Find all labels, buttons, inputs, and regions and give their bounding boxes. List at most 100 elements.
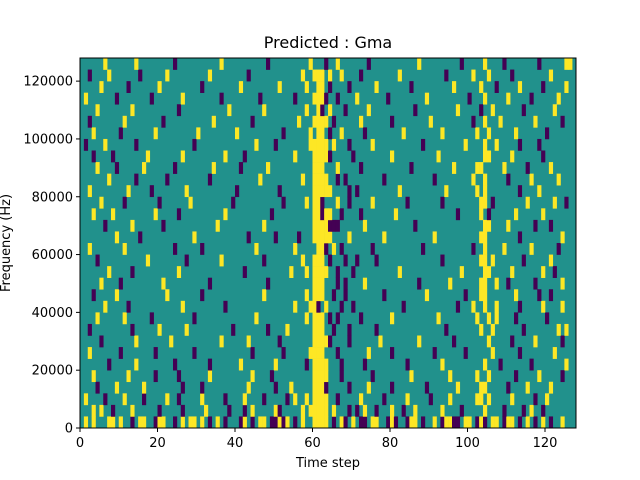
heatmap-cell: [103, 219, 108, 232]
heatmap-cell: [545, 127, 550, 140]
heatmap-cell: [421, 243, 426, 255]
heatmap-cell: [293, 150, 298, 163]
heatmap-cell: [111, 150, 116, 163]
heatmap-cell: [316, 381, 321, 394]
heatmap-cell: [541, 416, 546, 429]
heatmap-cell: [99, 81, 104, 93]
heatmap-cell: [486, 370, 492, 383]
heatmap-cell: [452, 81, 457, 93]
heatmap-cell: [463, 347, 468, 359]
heatmap-cell: [300, 69, 306, 82]
heatmap-cell: [529, 92, 534, 105]
heatmap-cell: [452, 416, 457, 429]
heatmap-cell: [262, 104, 267, 117]
heatmap-cell: [192, 231, 197, 244]
heatmap-cell: [475, 162, 480, 174]
heatmap-cell: [165, 393, 170, 406]
heatmap-cell: [235, 127, 240, 140]
x-tick-label: 20: [149, 436, 166, 451]
heatmap-cell: [312, 208, 317, 221]
heatmap-cell: [145, 150, 151, 163]
heatmap-cell: [118, 416, 123, 429]
heatmap-cell: [324, 370, 329, 383]
heatmap-cell: [514, 289, 519, 302]
heatmap-cell: [339, 69, 344, 82]
heatmap-cell: [316, 104, 321, 117]
heatmap-cell: [304, 104, 309, 117]
heatmap-cell: [320, 416, 325, 429]
heatmap-cell: [316, 127, 321, 140]
heatmap-cell: [374, 404, 379, 417]
heatmap-cell: [413, 219, 418, 232]
heatmap-cell: [328, 254, 333, 267]
heatmap-cell: [483, 138, 488, 151]
heatmap-cell: [490, 347, 495, 359]
heatmap-cell: [293, 243, 298, 255]
heatmap-cell: [548, 219, 554, 232]
heatmap-cell: [266, 58, 271, 70]
heatmap-cell: [366, 381, 371, 394]
heatmap-cell: [297, 115, 302, 128]
heatmap-cell: [533, 219, 538, 232]
heatmap-cell: [242, 266, 247, 278]
heatmap-cell: [564, 58, 569, 70]
heatmap-cell: [250, 404, 255, 417]
heatmap-cell: [192, 312, 197, 325]
heatmap-cell: [219, 254, 224, 267]
heatmap-cell: [134, 358, 139, 371]
heatmap-cell: [483, 289, 488, 302]
heatmap-cell: [537, 370, 542, 383]
heatmap-cell: [320, 370, 325, 383]
x-tick-label: 40: [227, 436, 244, 451]
heatmap-cell: [324, 266, 329, 278]
heatmap-cell: [246, 69, 251, 82]
heatmap-cell: [459, 266, 464, 278]
heatmap-cell: [312, 254, 317, 267]
heatmap-cell: [502, 416, 507, 429]
heatmap-cell: [471, 173, 476, 186]
heatmap-cell: [366, 104, 371, 117]
heatmap-cell: [87, 243, 92, 255]
heatmap-cell: [114, 92, 120, 105]
heatmap-cell: [405, 358, 410, 371]
heatmap-cell: [200, 289, 205, 302]
heatmap-cell: [300, 416, 306, 429]
heatmap-cell: [494, 312, 499, 325]
heatmap-cell: [533, 335, 538, 348]
heatmap-cell: [320, 185, 325, 198]
heatmap-cell: [304, 393, 309, 406]
heatmap-cell: [173, 162, 178, 174]
heatmap-cell: [316, 81, 321, 93]
heatmap-cell: [339, 127, 344, 140]
heatmap-cell: [238, 81, 244, 93]
heatmap-cell: [316, 92, 321, 105]
heatmap-cell: [316, 219, 321, 232]
heatmap-cell: [359, 69, 364, 82]
heatmap-cell: [417, 277, 422, 290]
heatmap-cell: [316, 231, 321, 244]
heatmap-cell: [153, 208, 158, 221]
heatmap-cell: [560, 370, 565, 383]
heatmap-cell: [409, 81, 414, 93]
heatmap-cell: [347, 404, 352, 417]
heatmap-cell: [324, 393, 329, 406]
heatmap-cell: [320, 69, 325, 82]
heatmap-cell: [107, 358, 112, 371]
heatmap-cell: [173, 416, 178, 429]
heatmap-cell: [254, 243, 259, 255]
heatmap-cell: [355, 254, 360, 267]
heatmap-cell: [219, 92, 224, 105]
heatmap-cell: [320, 104, 325, 117]
heatmap-cell: [320, 381, 325, 394]
heatmap-cell: [517, 347, 523, 359]
heatmap-cell: [316, 277, 321, 290]
heatmap-cell: [173, 58, 178, 70]
heatmap-cell: [421, 138, 426, 151]
heatmap-cell: [324, 243, 329, 255]
heatmap-cell: [479, 162, 484, 174]
heatmap-cell: [397, 266, 402, 278]
heatmap-cell: [312, 115, 317, 128]
heatmap-cell: [362, 219, 368, 232]
heatmap-cell: [207, 358, 213, 371]
heatmap-cell: [417, 335, 422, 348]
